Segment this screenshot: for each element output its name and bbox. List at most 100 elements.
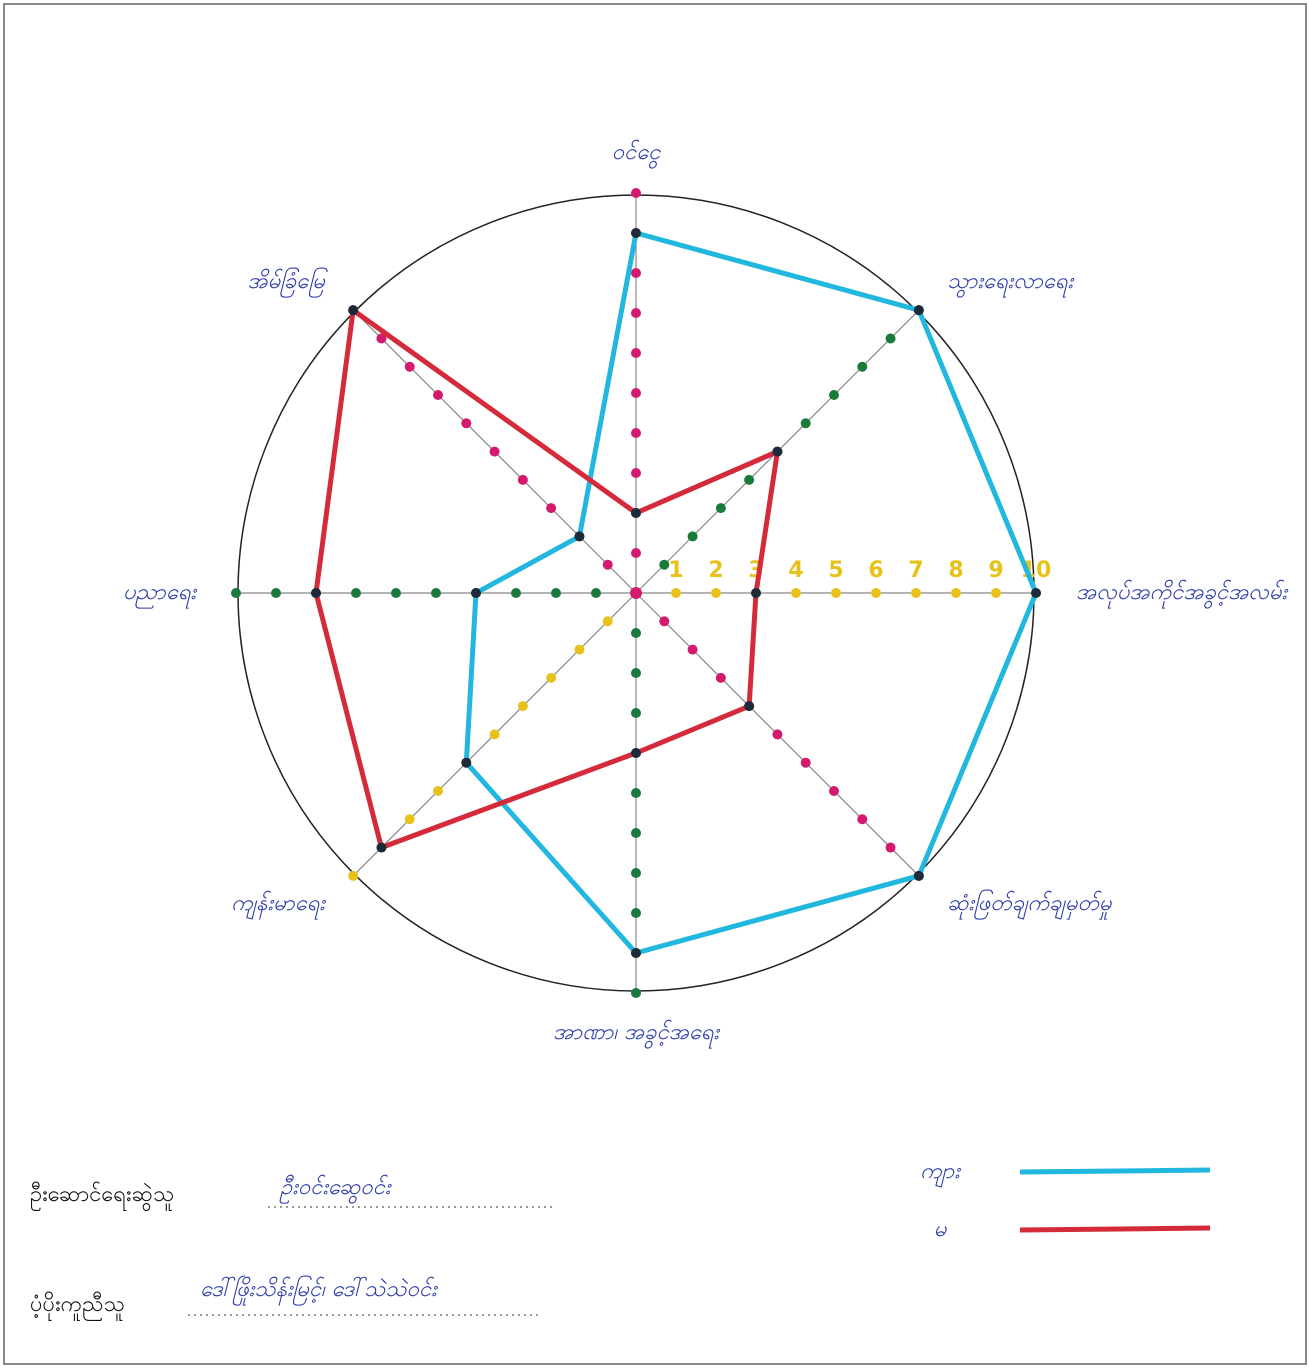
tick-dot bbox=[831, 588, 841, 598]
tick-dot bbox=[546, 503, 556, 513]
tick-dot bbox=[631, 308, 641, 318]
tick-dot bbox=[518, 701, 528, 711]
tick-dot bbox=[671, 588, 681, 598]
tick-dot bbox=[911, 588, 921, 598]
tick-dot bbox=[631, 188, 641, 198]
tick-dot bbox=[871, 588, 881, 598]
tick-dot bbox=[631, 988, 641, 998]
tick-dot bbox=[991, 588, 1001, 598]
tick-dot bbox=[631, 708, 641, 718]
tick-dot bbox=[631, 428, 641, 438]
vertex bbox=[631, 748, 641, 758]
legend-label: ကျား bbox=[920, 1159, 961, 1188]
axis-label: ကျန်းမာရေး bbox=[231, 890, 326, 920]
tick-dot bbox=[886, 843, 896, 853]
vertex bbox=[348, 305, 358, 315]
tick-dot bbox=[744, 475, 754, 485]
tick-label: 6 bbox=[868, 558, 883, 583]
tick-dot bbox=[857, 814, 867, 824]
tick-dot bbox=[431, 588, 441, 598]
tick-dot bbox=[631, 628, 641, 638]
tick-dot bbox=[829, 390, 839, 400]
tick-dot bbox=[348, 871, 358, 881]
axis-label: အာဏာ၊ အခွင့်အရေး bbox=[553, 1019, 720, 1049]
vertex bbox=[574, 531, 584, 541]
tick-dot bbox=[659, 616, 669, 626]
tick-dot bbox=[631, 468, 641, 478]
tick-dot bbox=[518, 475, 528, 485]
legend-swatch bbox=[1020, 1228, 1210, 1230]
legend-label: မ bbox=[934, 1217, 948, 1242]
axis-label: သွားရေးလာရေး bbox=[947, 269, 1074, 298]
tick-dot bbox=[716, 673, 726, 683]
tick-dot bbox=[631, 908, 641, 918]
tick-dot bbox=[433, 390, 443, 400]
axis-label: ဝင်ငွေ bbox=[612, 139, 662, 169]
support-name: ဒေါ်ဖြိုးသိန်းမြင့်၊ ဒေါ်သဲသဲဝင်း bbox=[200, 1275, 438, 1306]
tick-label: 9 bbox=[988, 558, 1003, 583]
tick-dot bbox=[951, 588, 961, 598]
vertex bbox=[751, 588, 761, 598]
tick-dot bbox=[490, 447, 500, 457]
tick-dot bbox=[231, 588, 241, 598]
tick-dot bbox=[405, 814, 415, 824]
vertex bbox=[744, 701, 754, 711]
tick-dot bbox=[490, 729, 500, 739]
vertex bbox=[311, 588, 321, 598]
support-label: ပံ့ပိုးကူညီသူ bbox=[30, 1291, 125, 1321]
tick-dot bbox=[574, 645, 584, 655]
tick-dot bbox=[461, 418, 471, 428]
tick-dot bbox=[829, 786, 839, 796]
tick-dot bbox=[631, 548, 641, 558]
tick-dot bbox=[603, 560, 613, 570]
legend-swatch bbox=[1020, 1170, 1210, 1172]
vertex bbox=[471, 588, 481, 598]
tick-dot bbox=[791, 588, 801, 598]
page: ဦးဆောင်ရေးဆွဲသူ ဦးဝင်းဆွေဝင်း ပံ့ပိုးကူည… bbox=[0, 0, 1310, 1368]
tick-dot bbox=[631, 388, 641, 398]
axis-label: အလုပ်အကိုင်အခွင့်အလမ်း bbox=[1076, 579, 1288, 609]
tick-label: 8 bbox=[948, 558, 963, 583]
axis-label: ပညာရေး bbox=[123, 580, 197, 609]
tick-dot bbox=[551, 588, 561, 598]
vertex bbox=[631, 508, 641, 518]
axis-label: ဆုံးဖြတ်ချက်ချမှတ်မှု bbox=[947, 889, 1113, 920]
tick-dot bbox=[405, 362, 415, 372]
tick-dot bbox=[271, 588, 281, 598]
tick-label: 7 bbox=[908, 558, 923, 583]
tick-label: 2 bbox=[708, 558, 723, 583]
tick-dot bbox=[772, 729, 782, 739]
tick-dot bbox=[801, 758, 811, 768]
center-dot bbox=[630, 587, 642, 599]
tick-dot bbox=[631, 828, 641, 838]
tick-dot bbox=[603, 616, 613, 626]
vertex bbox=[631, 948, 641, 958]
tick-dot bbox=[631, 788, 641, 798]
vertex bbox=[1031, 588, 1041, 598]
tick-label: 4 bbox=[788, 558, 803, 583]
tick-dot bbox=[631, 868, 641, 878]
vertex bbox=[914, 871, 924, 881]
vertex bbox=[376, 843, 386, 853]
tick-dot bbox=[433, 786, 443, 796]
tick-dot bbox=[511, 588, 521, 598]
lead-name: ဦးဝင်းဆွေဝင်း bbox=[279, 1174, 392, 1204]
tick-dot bbox=[688, 531, 698, 541]
tick-dot bbox=[688, 645, 698, 655]
tick-dot bbox=[716, 503, 726, 513]
tick-label: 5 bbox=[828, 558, 843, 583]
tick-dot bbox=[351, 588, 361, 598]
axis-label: အိမ်ခြံမြေ bbox=[247, 267, 328, 298]
tick-dot bbox=[711, 588, 721, 598]
tick-dot bbox=[886, 333, 896, 343]
vertex bbox=[631, 228, 641, 238]
tick-dot bbox=[591, 588, 601, 598]
tick-dot bbox=[391, 588, 401, 598]
tick-dot bbox=[631, 268, 641, 278]
vertex bbox=[914, 305, 924, 315]
page-frame bbox=[4, 4, 1306, 1364]
tick-dot bbox=[631, 348, 641, 358]
vertex bbox=[772, 447, 782, 457]
tick-dot bbox=[857, 362, 867, 372]
vertex bbox=[461, 758, 471, 768]
